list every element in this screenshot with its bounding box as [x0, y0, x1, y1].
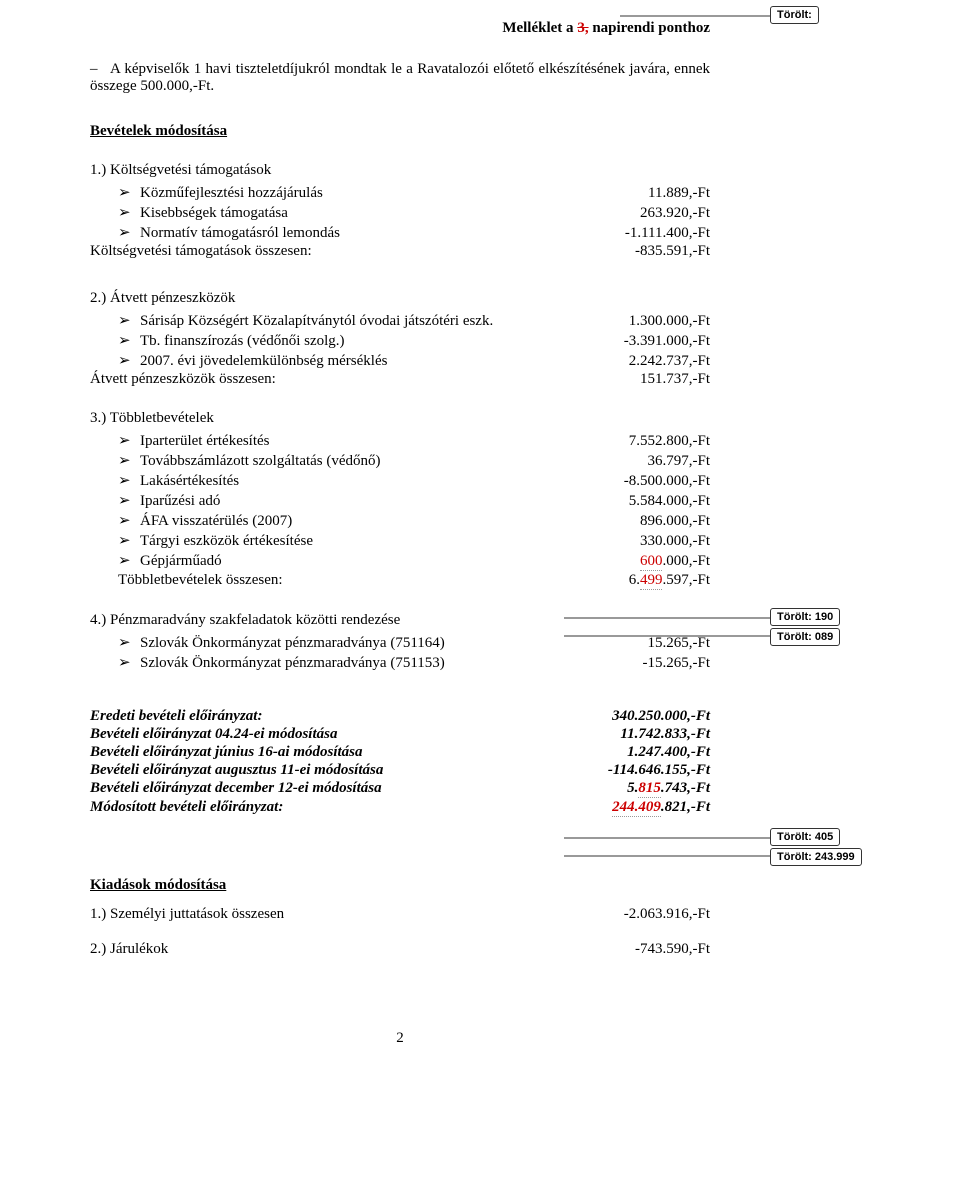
insert-244409: 244.409 — [612, 799, 661, 817]
list-item: Továbbszámlázott szolgáltatás (védőnő)36… — [90, 451, 710, 470]
list-item: Iparűzési adó5.584.000,-Ft — [90, 491, 710, 510]
s1-title: 1.) Költségvetési támogatások — [90, 162, 710, 179]
heading-kiad: Kiadások módosítása — [90, 877, 710, 894]
k2-row: 2.) Járulékok-743.590,-Ft — [90, 941, 710, 958]
list-item: ÁFA visszatérülés (2007)896.000,-Ft — [90, 511, 710, 530]
comment-deleted-405: Törölt: 405 — [770, 828, 840, 846]
list-item: Szlovák Önkormányzat pénzmaradványa (751… — [90, 633, 710, 652]
total-row: Bevételi előirányzat augusztus 11-ei mód… — [90, 762, 710, 779]
heading-bevetek: Bevételek módosítása — [90, 123, 710, 140]
total-mod: Módosított bevételi előirányzat: 244.409… — [90, 799, 710, 817]
comment-deleted-089: Törölt: 089 — [770, 628, 840, 646]
k1-row: 1.) Személyi juttatások összesen-2.063.9… — [90, 906, 710, 923]
page: Melléklet a 3, napirendi ponthoz –A képv… — [0, 0, 780, 1087]
s3-total: Többletbevételek összesen: 6.499.597,-Ft — [90, 572, 710, 590]
page-number: 2 — [90, 1030, 710, 1047]
total-row: Bevételi előirányzat június 16-ai módosí… — [90, 744, 710, 761]
insert-499: 499 — [640, 572, 663, 590]
list-item: Iparterület értékesítés7.552.800,-Ft — [90, 431, 710, 450]
s2-title: 2.) Átvett pénzeszközök — [90, 290, 710, 307]
list-item: Tb. finanszírozás (védőnői szolg.)-3.391… — [90, 331, 710, 350]
s3-title: 3.) Többletbevételek — [90, 410, 710, 427]
total-row: Bevételi előirányzat 04.24-ei módosítása… — [90, 726, 710, 743]
list-item: Normatív támogatásról lemondás-1.111.400… — [90, 223, 710, 242]
list-item: Sárisáp Községért Közalapítványtól óvoda… — [90, 311, 710, 330]
header-prefix: Melléklet a — [502, 20, 577, 36]
s3-gep: Gépjárműadó 600.000,-Ft — [90, 551, 710, 571]
comment-deleted-190: Törölt: 190 — [770, 608, 840, 626]
s1-total: Költségvetési támogatások összesen:-835.… — [90, 243, 710, 260]
intro-paragraph: –A képviselők 1 havi tiszteletdíjukról m… — [90, 61, 710, 95]
comment-deleted-243999: Törölt: 243.999 — [770, 848, 862, 866]
list-item: Közműfejlesztési hozzájárulás11.889,-Ft — [90, 183, 710, 202]
total-dec: Bevételi előirányzat december 12-ei módo… — [90, 780, 710, 798]
list-item: Lakásértékesítés-8.500.000,-Ft — [90, 471, 710, 490]
header-strike: 3, — [577, 20, 588, 36]
total-row: Eredeti bevételi előirányzat:340.250.000… — [90, 708, 710, 725]
s2-total: Átvett pénzeszközök összesen:151.737,-Ft — [90, 371, 710, 388]
header-suffix: napirendi ponthoz — [589, 20, 710, 36]
list-item: 2007. évi jövedelemkülönbség mérséklés2.… — [90, 351, 710, 370]
list-item: Kisebbségek támogatása263.920,-Ft — [90, 203, 710, 222]
list-item: Szlovák Önkormányzat pénzmaradványa (751… — [90, 653, 710, 672]
insert-815: 815 — [638, 780, 661, 798]
list-item: Tárgyi eszközök értékesítése330.000,-Ft — [90, 531, 710, 550]
header-title: Melléklet a 3, napirendi ponthoz — [90, 20, 710, 37]
s4-title: 4.) Pénzmaradvány szakfeladatok közötti … — [90, 612, 710, 629]
insert-600: 600 — [640, 553, 663, 571]
